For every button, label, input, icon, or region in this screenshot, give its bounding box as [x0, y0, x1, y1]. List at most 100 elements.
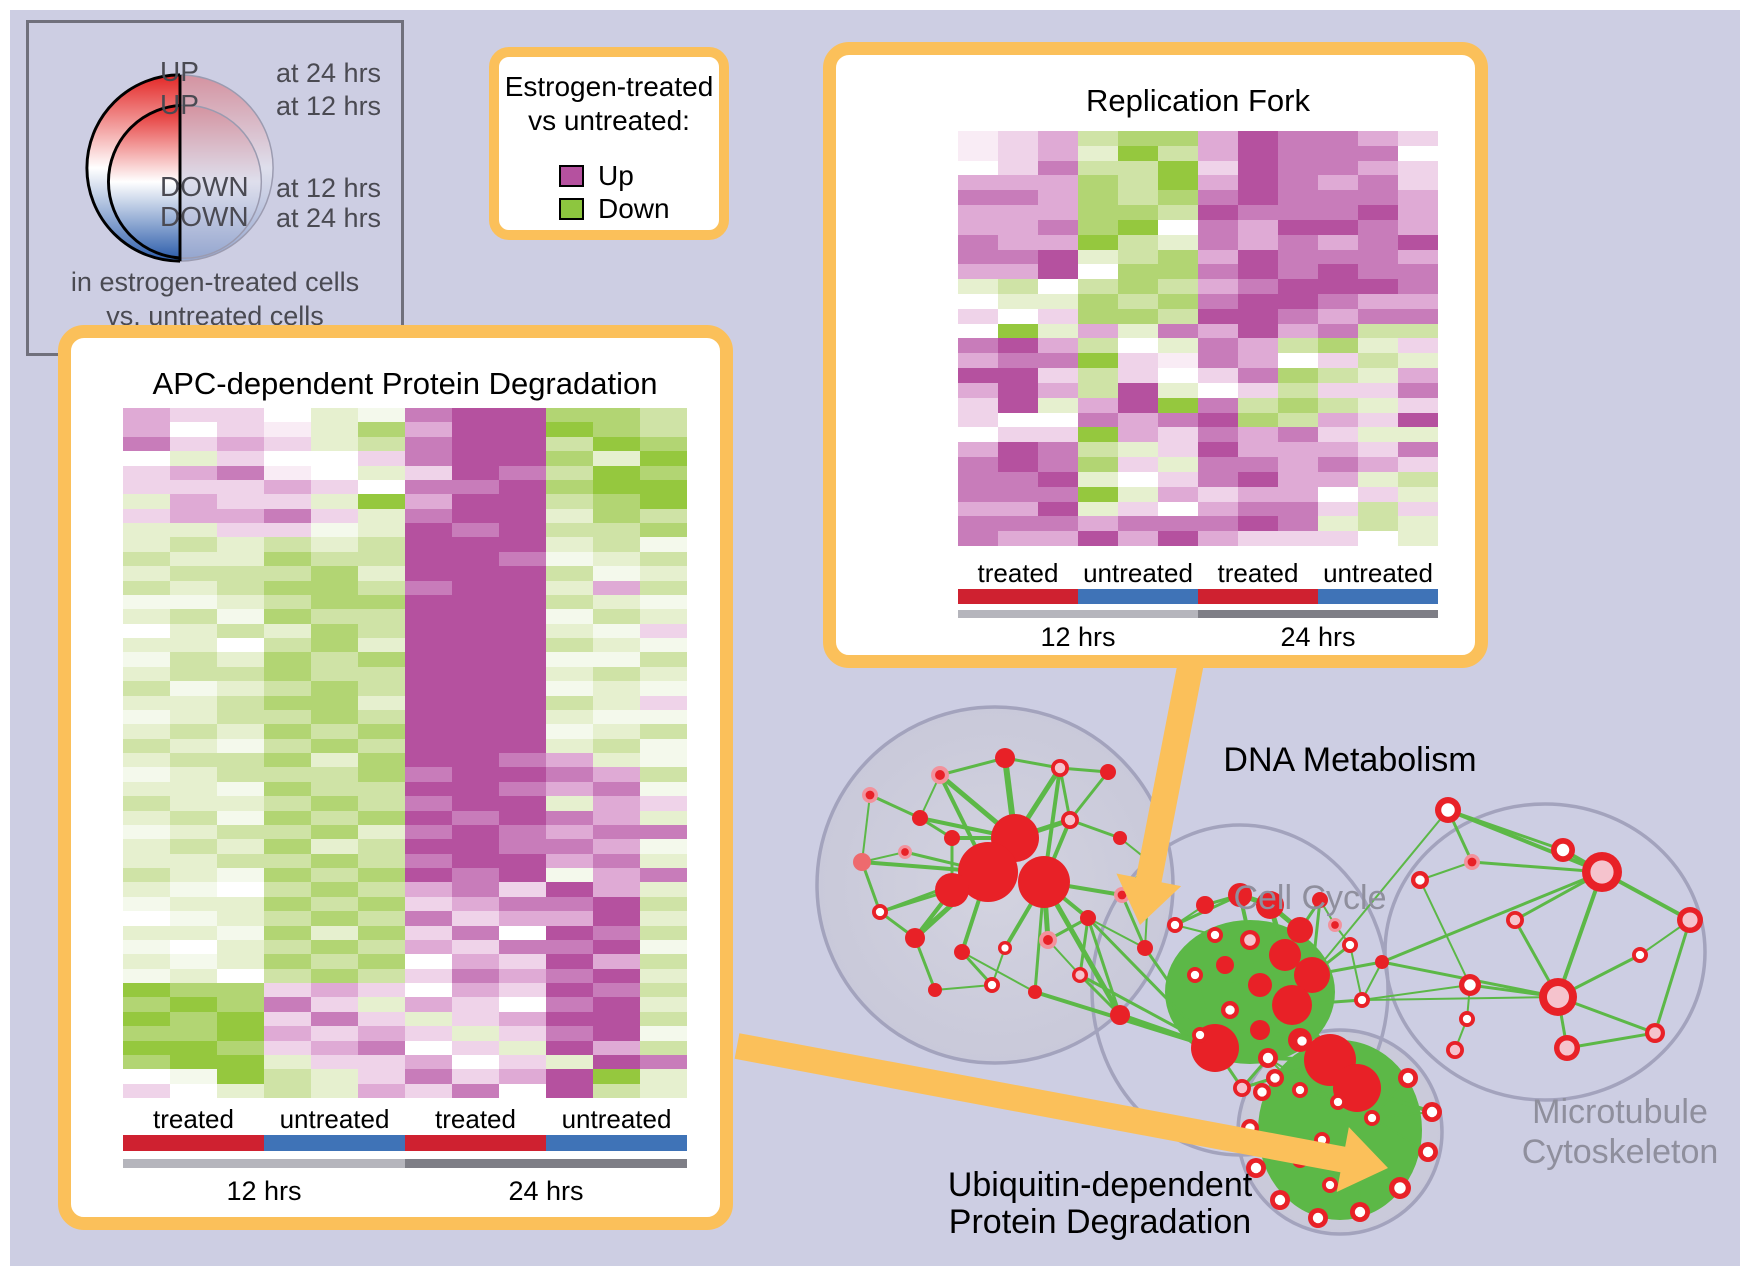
network-node-center [1402, 1072, 1414, 1084]
network-edge [1371, 1111, 1433, 1119]
condition-bars [958, 589, 1438, 604]
condition-label: treated [977, 558, 1059, 588]
network-edge [1447, 808, 1564, 852]
up-color-label: Up [598, 160, 634, 191]
network-node-center [1325, 1180, 1335, 1190]
network-edge [961, 951, 1036, 993]
network-edge [1419, 861, 1473, 881]
network-node [944, 830, 960, 846]
network-edge [869, 793, 921, 820]
time-label: 24 hrs [1280, 622, 1356, 652]
network-node-center [1345, 940, 1355, 950]
network-node-center [1333, 1097, 1343, 1107]
network-node-center [1236, 1082, 1248, 1094]
network-node-center [1312, 1212, 1324, 1224]
network-node [1110, 1005, 1130, 1025]
network-node [1256, 891, 1284, 919]
network-node-center [1467, 857, 1477, 867]
network-node-center [1462, 1014, 1472, 1024]
microtubule-cytoskeleton-label: Microtubule Cytoskeleton [1470, 1092, 1750, 1172]
treated-bar [1198, 589, 1318, 604]
network-edge [1556, 871, 1604, 998]
network-node-center [1415, 875, 1425, 885]
network-edge [1086, 917, 1122, 1016]
callout-arrow-head [1336, 1127, 1388, 1192]
hrs24-bar [1198, 610, 1438, 618]
network-node-center [1422, 1146, 1434, 1158]
network-edge [1086, 916, 1217, 1050]
apc-degradation-panel: APC-dependent Protein Degradation treate… [58, 325, 733, 1230]
treated-bar [123, 1135, 264, 1151]
network-node-center [1297, 1036, 1307, 1046]
condition-label: untreated [561, 1104, 672, 1134]
replication-fork-panel: Replication Fork treated untreated treated… [823, 42, 1488, 668]
network-node-center [1262, 1052, 1274, 1064]
microtubule-cluster [1383, 802, 1707, 1102]
network-node [1287, 917, 1313, 943]
network-edge [1361, 984, 1471, 1001]
hrs12-bar [958, 610, 1198, 618]
time-bars [958, 610, 1438, 618]
network-node-center [1649, 1027, 1661, 1039]
network-node [1248, 973, 1272, 997]
apc-degradation-title: APC-dependent Protein Degradation [152, 366, 658, 401]
network-edge [861, 794, 871, 863]
condition-bars [123, 1135, 687, 1151]
network-node-center [1354, 1206, 1366, 1218]
network-node-center [1590, 860, 1614, 884]
network-node [1028, 985, 1042, 999]
network-node-center [1257, 1087, 1267, 1097]
ubiquitin-degradation-label: Ubiquitin-dependent Protein Degradation [925, 1167, 1275, 1241]
network-node [1137, 940, 1153, 956]
network-node-center [1464, 979, 1476, 991]
condition-label: untreated [1323, 558, 1433, 588]
time-label: 12 hrs [1040, 622, 1116, 652]
network-node [1018, 856, 1070, 908]
network-edge [1267, 1057, 1339, 1103]
apc-degradation-heatmap [123, 408, 687, 1098]
down-24-label: DOWN [160, 201, 249, 232]
network-node-center [1559, 1040, 1575, 1056]
network-node-center [1250, 1162, 1262, 1174]
time-label: 24 hrs [508, 1176, 584, 1206]
network-edge [1381, 870, 1603, 964]
up-12-label: UP [160, 89, 199, 120]
cell-cycle-label: Cell Cycle [1233, 879, 1387, 917]
network-edge [1371, 1117, 1429, 1153]
network-node-center [1001, 944, 1009, 952]
up-24-label: UP [160, 56, 199, 87]
dna-metabolism-label: DNA Metabolism [1223, 741, 1477, 779]
untreated-bar [1078, 589, 1198, 604]
condition-labels: treated untreated treated untreated [958, 558, 1438, 589]
network-node [928, 983, 942, 997]
network-node [954, 944, 970, 960]
callout-arrow-shaft [734, 1033, 1352, 1174]
network-edge [1566, 1031, 1656, 1050]
treated-bar [405, 1135, 546, 1151]
network-node-center [1170, 920, 1180, 930]
up-color-swatch [559, 165, 584, 187]
condition-label: treated [435, 1104, 516, 1134]
network-node-center [1426, 1106, 1438, 1118]
network-node [1080, 910, 1096, 926]
network-edge [1653, 919, 1692, 1034]
network-node-center [1449, 1044, 1461, 1056]
network-node-center [1225, 1005, 1235, 1015]
color-key-title-line2: vs untreated: [528, 105, 690, 136]
network-node [912, 810, 928, 826]
network-edge [1311, 809, 1449, 976]
network-node [995, 748, 1015, 768]
ubiquitin-label-line2: Protein Degradation [948, 1203, 1252, 1241]
replication-fork-title: Replication Fork [1086, 83, 1310, 118]
network-node-center [1043, 935, 1053, 945]
up-24-time: at 24 hrs [276, 58, 382, 88]
replication-fork-heatmap [958, 131, 1438, 546]
down-color-label: Down [598, 193, 670, 224]
network-node-center [1270, 1073, 1280, 1083]
network-node [958, 842, 1018, 902]
network-node [1100, 764, 1116, 780]
updown-ring-glyph [85, 73, 274, 263]
time-labels: 12 hrs 24 hrs [123, 1176, 687, 1207]
network-node-center [1682, 912, 1698, 928]
up-12-time: at 12 hrs [276, 91, 382, 121]
